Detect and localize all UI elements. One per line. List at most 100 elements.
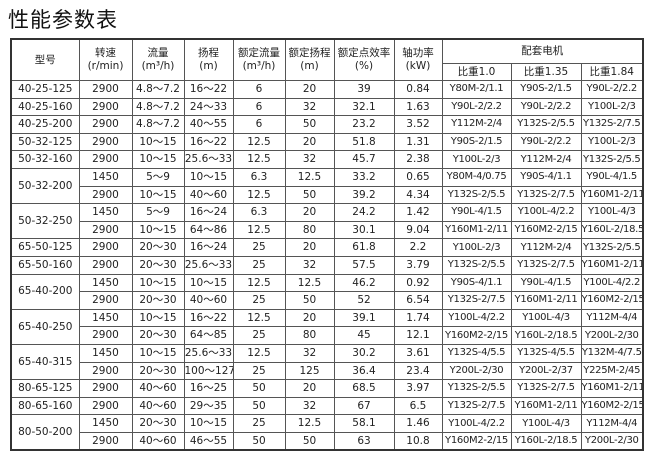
cell-motor-1.0: Y100L-2/3: [441, 150, 512, 169]
cell-efficiency: 33.2: [333, 167, 395, 187]
cell-motor-1.0: Y90S-2/1.5: [441, 132, 512, 152]
cell-rated-head: 32: [284, 150, 335, 169]
cell-efficiency: 32.1: [333, 97, 395, 117]
table-row: 50-32-200 1450 5～9 10～15 6.3 12.5 33.2 0.65 Y80M…: [10, 167, 644, 205]
cell-model: 65-50-160: [10, 255, 80, 275]
cell-motor-1.35: Y90L-2/2.2: [510, 97, 582, 117]
cell-model: 50-32-125: [10, 132, 80, 152]
cell-head: 40～60: [183, 291, 234, 310]
cell-speed: 2900: [78, 238, 133, 257]
cell-speed: 2900: [78, 97, 133, 117]
cell-rated-flow: 6: [232, 80, 286, 99]
cell-model: 65-40-315: [10, 343, 80, 381]
cell-rated-head: 32: [284, 396, 335, 416]
cell-flow: 40～60: [131, 431, 185, 451]
cell-motor-1.0: Y112M-2/4: [441, 115, 512, 134]
cell-power: 3.97: [393, 379, 443, 398]
cell-motor-1.35: Y132S-2/5.5: [510, 115, 582, 134]
cell-flow: 4.8～7.2: [131, 80, 185, 99]
cell-efficiency: 52: [333, 291, 395, 310]
cell-speed: 1450: [78, 414, 133, 433]
header-power: 轴功率 (kW): [393, 38, 443, 81]
cell-rated-head: 50: [284, 185, 335, 205]
cell-motor-1.84: Y100L-2/3: [580, 97, 644, 117]
cell-motor-1.35: Y90S-2/1.5: [510, 80, 582, 99]
cell-rated-head: 32: [284, 255, 335, 275]
cell-speed: 2900: [78, 132, 133, 152]
cell-efficiency: 30.1: [333, 220, 395, 240]
table-row: 2900 20～30 64～85 25 80 45 12.1 Y160M2-2/15 Y160L…: [11, 326, 644, 345]
cell-model: 40-25-125: [10, 80, 80, 99]
cell-motor-1.35: Y160M2-2/15: [510, 220, 582, 240]
cell-head: 40～55: [183, 115, 234, 134]
cell-speed: 2900: [78, 379, 133, 398]
cell-power: 1.46: [393, 414, 443, 433]
cell-model: 50-32-200: [10, 167, 80, 205]
cell-head: 40～60: [183, 185, 234, 205]
cell-rated-head: 20: [284, 203, 335, 222]
cell-head: 25.6～33: [183, 343, 234, 363]
cell-flow: 4.8～7.2: [131, 97, 185, 117]
cell-motor-1.0: Y200L-2/30: [441, 361, 512, 381]
cell-speed: 2900: [78, 255, 133, 275]
cell-rated-head: 12.5: [284, 273, 335, 293]
cell-rated-head: 32: [284, 97, 335, 117]
cell-speed: 2900: [78, 185, 133, 205]
cell-flow: 20～30: [131, 255, 185, 275]
cell-head: 16～22: [183, 80, 234, 99]
cell-motor-1.35: Y132S-4/5.5: [510, 343, 582, 363]
cell-motor-1.0: Y90L-4/1.5: [441, 203, 512, 222]
cell-head: 16～22: [183, 132, 234, 152]
cell-rated-head: 32: [284, 343, 335, 363]
table-row: 2900 10～15 64～86 12.5 80 30.1 9.04 Y160M1-2/11 Y…: [11, 220, 644, 240]
cell-motor-1.84: Y112M-4/4: [580, 414, 644, 433]
cell-speed: 1450: [78, 203, 133, 222]
cell-head: 25.6～33: [183, 150, 234, 169]
cell-rated-flow: 6.3: [232, 167, 286, 187]
cell-motor-1.0: Y100L-4/2.2: [441, 414, 512, 433]
cell-model: 65-40-250: [10, 308, 80, 345]
cell-flow: 40～60: [131, 379, 185, 398]
cell-motor-1.84: Y100L-4/3: [580, 203, 644, 222]
cell-power: 10.8: [393, 431, 443, 451]
cell-motor-1.0: Y90S-4/1.1: [441, 273, 512, 293]
cell-flow: 20～30: [131, 414, 185, 433]
cell-motor-1.0: Y160M1-2/11: [441, 220, 512, 240]
cell-motor-1.0: Y80M-4/0.75: [441, 167, 512, 187]
cell-speed: 2900: [78, 80, 133, 99]
cell-motor-1.0: Y80M-2/1.1: [441, 80, 512, 99]
cell-head: 10～15: [183, 273, 234, 293]
cell-rated-head: 12.5: [284, 414, 335, 433]
cell-power: 0.84: [393, 80, 443, 99]
cell-rated-flow: 25: [232, 361, 286, 381]
header-speed: 转速 (r/min): [78, 38, 133, 81]
cell-motor-1.35: Y132S-2/7.5: [510, 379, 582, 398]
cell-rated-flow: 12.5: [232, 273, 286, 293]
cell-motor-1.35: Y160L-2/18.5: [510, 431, 582, 451]
cell-efficiency: 23.2: [333, 115, 395, 134]
cell-flow: 10～15: [131, 343, 185, 363]
table-row: 40-25-160 2900 4.8～7.2 24～33 6 32 32.1 1.63 Y90L…: [10, 97, 644, 117]
cell-efficiency: 30.2: [333, 343, 395, 363]
cell-flow: 10～15: [131, 273, 185, 293]
cell-power: 1.74: [393, 308, 443, 328]
cell-rated-head: 20: [284, 132, 335, 152]
cell-flow: 10～15: [131, 308, 185, 328]
cell-rated-flow: 12.5: [232, 220, 286, 240]
cell-motor-1.0: Y132S-2/7.5: [441, 291, 512, 310]
cell-rated-flow: 25: [232, 255, 286, 275]
cell-head: 64～86: [183, 220, 234, 240]
header-motor: 配套电机: [441, 38, 644, 64]
cell-rated-flow: 12.5: [232, 150, 286, 169]
cell-motor-1.35: Y100L-4/2.2: [510, 203, 582, 222]
cell-head: 64～85: [183, 326, 234, 345]
header-rated-head: 额定扬程 (m): [284, 38, 335, 81]
table-row: 50-32-160 2900 10～15 25.6～33 12.5 32 45.7 2.38 Y…: [10, 150, 644, 169]
cell-power: 0.65: [393, 167, 443, 187]
cell-motor-1.0: Y100L-2/3: [441, 238, 512, 257]
cell-motor-1.0: Y132S-2/5.5: [441, 379, 512, 398]
cell-head: 29～35: [183, 396, 234, 416]
cell-rated-flow: 12.5: [232, 308, 286, 328]
cell-motor-1.0: Y132S-2/5.5: [441, 185, 512, 205]
cell-rated-head: 12.5: [284, 167, 335, 187]
